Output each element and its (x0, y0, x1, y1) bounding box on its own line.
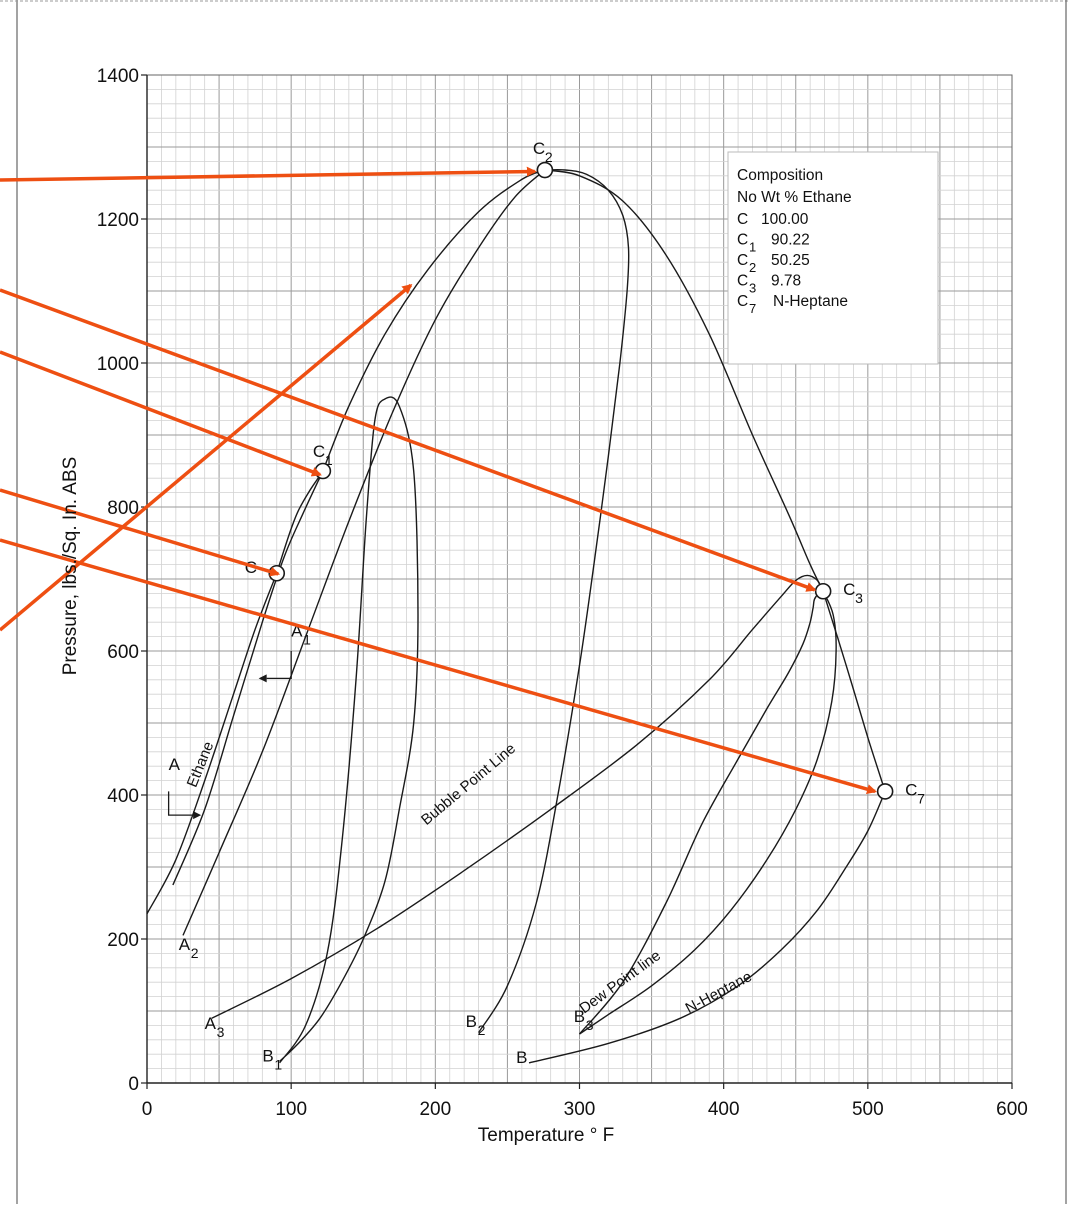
critical-point-subscript: 1 (325, 452, 333, 468)
legend-box (727, 151, 939, 365)
pointer-arrows (0, 166, 877, 794)
x-tick-label: 600 (996, 1099, 1028, 1120)
critical-point-subscript: 3 (855, 590, 863, 606)
x-tick-label: 100 (275, 1099, 307, 1120)
pointer-arrow (0, 166, 537, 182)
x-tick-label: 200 (419, 1099, 451, 1120)
bracket-arrowhead-a (193, 811, 202, 820)
legend-symbol: C (737, 252, 748, 269)
series-curve-2 (276, 470, 324, 574)
curve-end-label: A (169, 755, 181, 774)
pointer-arrow (0, 283, 413, 632)
curve-end-subscript: 2 (191, 945, 199, 961)
y-tick-label: 600 (107, 642, 139, 663)
critical-point-marker (814, 582, 832, 600)
axes: 0 100 200 300 400 500 600 0 200 400 600 800 1000 1200… (97, 66, 1028, 1120)
legend-symbol-subscript: 2 (749, 260, 756, 275)
series-curve-0 (146, 572, 278, 915)
x-tick-label: 500 (852, 1099, 884, 1120)
bracket-arrow-a1 (266, 651, 292, 680)
y-axis-label: Pressure, lbs./Sq. In. ABS (60, 457, 81, 676)
series-curve-5 (279, 396, 419, 1064)
series-curve-11 (822, 590, 886, 792)
critical-point-label: C (843, 580, 855, 599)
y-tick-label: 1200 (97, 210, 139, 231)
series-curve-9 (211, 574, 824, 1019)
pointer-arrow (0, 288, 817, 592)
series-curve-7 (578, 590, 824, 1035)
curve-end-label: B (516, 1048, 527, 1067)
y-tick-label: 400 (107, 786, 139, 807)
critical-point-label: C (533, 139, 545, 158)
legend-value: N-Heptane (773, 293, 848, 310)
series-curve-6 (478, 168, 630, 1033)
pointer-arrow (0, 350, 322, 477)
curve-end-label: A (179, 935, 191, 954)
legend-symbol: C (737, 232, 748, 249)
legend-value: 100.00 (761, 211, 809, 228)
legend-symbol: C (737, 211, 748, 228)
x-axis-label: Temperature ° F (478, 1125, 614, 1146)
curve-end-subscript: 2 (478, 1022, 486, 1038)
curve-end-label: B (262, 1046, 273, 1065)
legend-symbol: C (737, 273, 748, 290)
legend-value: 50.25 (771, 252, 810, 269)
y-tick-label: 800 (107, 498, 139, 519)
legend-symbol-subscript: 7 (749, 301, 756, 316)
series-curve-10 (579, 590, 837, 1035)
critical-point-marker (876, 783, 894, 800)
curve-end-subscript: 1 (303, 632, 311, 648)
y-tick-label: 1400 (97, 66, 139, 87)
legend-value: 9.78 (771, 273, 801, 290)
critical-point-marker (536, 161, 554, 179)
critical-point-label: C (313, 442, 325, 461)
series-curve-12 (528, 791, 886, 1064)
y-tick-label: 200 (107, 930, 139, 951)
legend-header: No Wt % Ethane (737, 189, 852, 206)
x-tick-label: 300 (564, 1099, 596, 1120)
series-curve-3 (182, 169, 546, 936)
curve-end-label: B (574, 1007, 585, 1026)
curve-end-label: A (205, 1014, 217, 1033)
curve-end-subscript: 3 (217, 1024, 225, 1040)
x-tick-label: 400 (708, 1099, 740, 1120)
curve-end-subscript: 3 (586, 1017, 594, 1033)
y-tick-label: 1000 (97, 354, 139, 375)
legend-value: 90.22 (771, 232, 810, 249)
legend-symbol: C (737, 293, 748, 310)
bracket-arrow-a (167, 791, 194, 816)
y-tick-label: 0 (128, 1074, 139, 1095)
pointer-arrow (0, 488, 281, 577)
series-curve-1 (172, 470, 324, 886)
curves (146, 168, 886, 1064)
bracket-arrowhead-a1 (258, 674, 267, 683)
curve-end-subscript: 1 (274, 1056, 282, 1072)
curve-end-label: B (466, 1012, 477, 1031)
legend-symbol-subscript: 3 (749, 281, 756, 296)
critical-point-label: C (905, 780, 917, 799)
legend-symbol-subscript: 1 (749, 240, 756, 255)
series-curve-4 (322, 169, 546, 472)
critical-point-subscript: 2 (545, 149, 553, 165)
critical-point-subscript: 7 (917, 790, 925, 806)
pointer-arrow (0, 538, 877, 794)
legend-title: Composition (737, 167, 823, 184)
series-curve-8 (544, 169, 824, 592)
x-tick-label: 0 (142, 1099, 153, 1120)
